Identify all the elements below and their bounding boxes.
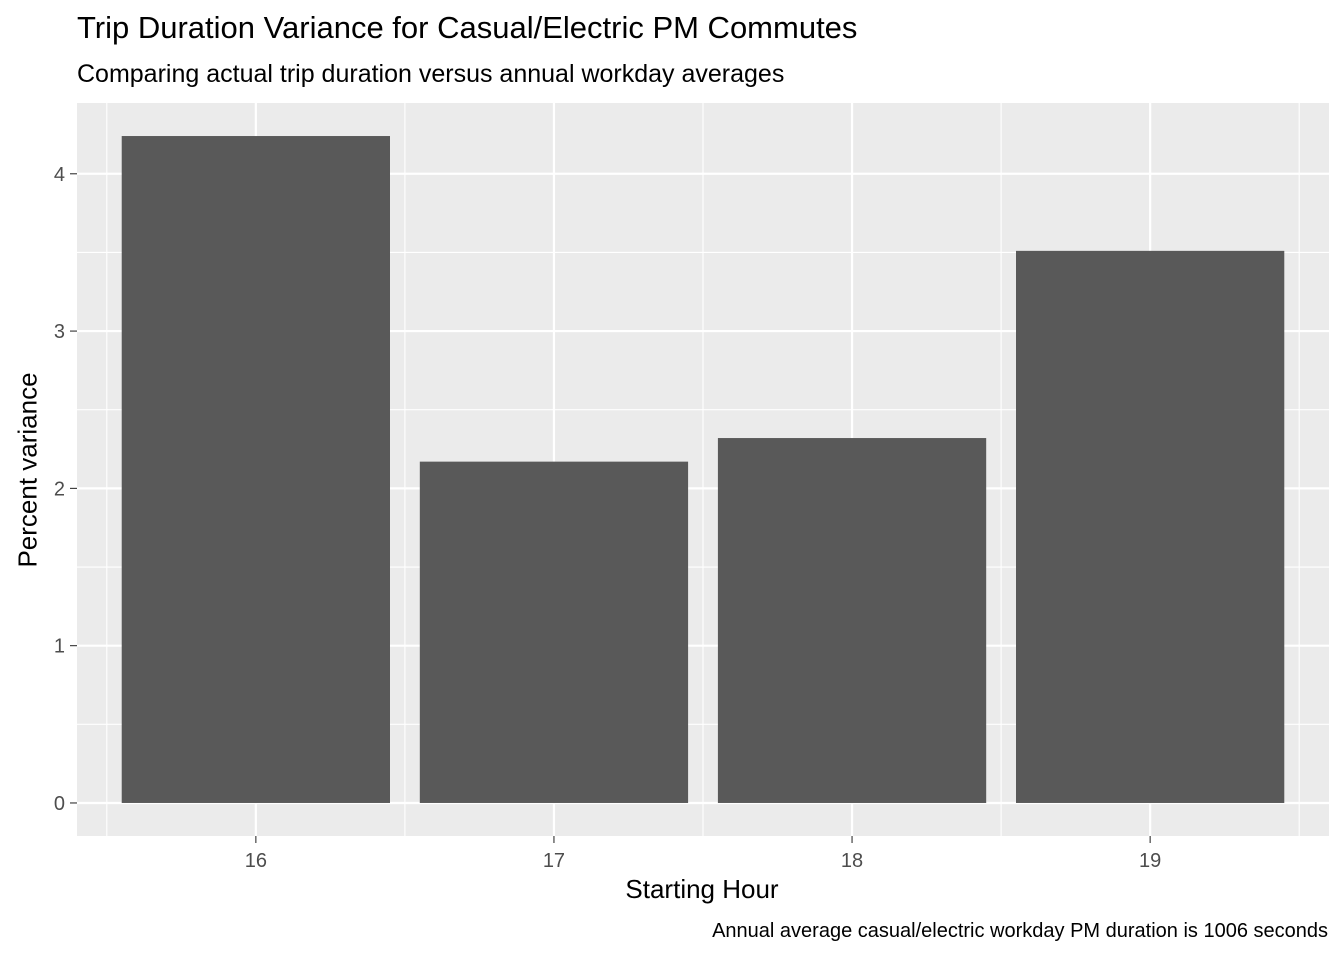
bar-16 <box>121 136 390 803</box>
x-tick-label: 18 <box>841 850 863 872</box>
x-tick-label: 16 <box>245 850 267 872</box>
x-tick-label: 19 <box>1139 850 1161 872</box>
y-axis: 0 1 2 3 4 <box>54 164 77 815</box>
chart-caption: Annual average casual/electric workday P… <box>712 920 1328 942</box>
y-tick-label: 4 <box>54 164 65 186</box>
bar-18 <box>717 438 987 803</box>
x-tick-label: 17 <box>543 850 565 872</box>
bar-17 <box>419 461 689 803</box>
bar-19 <box>1016 250 1285 803</box>
y-tick-label: 1 <box>54 636 65 658</box>
y-tick-label: 3 <box>54 321 65 343</box>
x-axis-title: Starting Hour <box>625 874 779 904</box>
chart-subtitle: Comparing actual trip duration versus an… <box>77 60 785 88</box>
y-tick-label: 2 <box>54 478 65 500</box>
bars <box>121 136 1285 803</box>
chart-title: Trip Duration Variance for Casual/Electr… <box>77 10 858 45</box>
y-axis-title: Percent variance <box>12 372 43 568</box>
y-tick-label: 0 <box>54 793 65 815</box>
x-axis: 16 17 18 19 <box>245 836 1161 872</box>
